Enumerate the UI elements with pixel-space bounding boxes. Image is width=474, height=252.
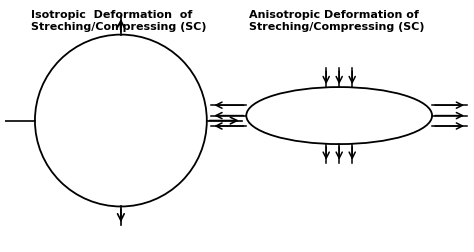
Text: Anisotropic Deformation of
Streching/Compressing (SC): Anisotropic Deformation of Streching/Com…	[249, 10, 425, 31]
Ellipse shape	[35, 36, 207, 207]
Text: Isotropic  Deformation  of
Streching/Compressing (SC): Isotropic Deformation of Streching/Compr…	[31, 10, 206, 31]
Ellipse shape	[246, 88, 432, 144]
